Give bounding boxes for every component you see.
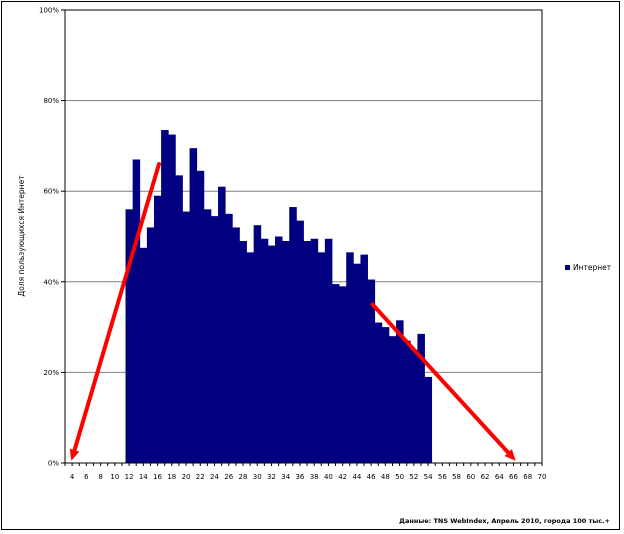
x-tick-label: 40: [324, 473, 333, 481]
arrow-head: [69, 448, 80, 461]
bar: [189, 148, 198, 464]
bar: [203, 209, 212, 463]
arrow-shaft: [370, 302, 511, 455]
x-tick-label: 32: [267, 473, 276, 481]
x-tick-label: 4: [70, 473, 75, 481]
bar: [381, 327, 390, 463]
x-tick-label: 16: [153, 473, 162, 481]
x-tick-label: 48: [381, 473, 390, 481]
x-tick-label: 8: [98, 473, 102, 481]
bar: [210, 216, 219, 463]
bar: [139, 247, 148, 463]
bar: [374, 322, 383, 463]
x-tick-label: 42: [338, 473, 347, 481]
arrow-shaft: [72, 162, 161, 453]
x-tick-label: 52: [409, 473, 418, 481]
bar: [339, 286, 347, 463]
bar: [239, 241, 247, 463]
bar: [225, 213, 233, 463]
bar: [175, 175, 183, 463]
y-tick-label: 20%: [43, 369, 59, 377]
x-tick-label: 58: [452, 473, 461, 481]
bar: [218, 186, 226, 464]
bar: [196, 170, 205, 463]
x-tick-label: 60: [466, 473, 475, 481]
bar: [331, 284, 340, 463]
x-tick-label: 38: [310, 473, 319, 481]
x-tick-label: 50: [395, 473, 404, 481]
x-tick-label: 56: [438, 473, 447, 481]
x-tick-label: 68: [523, 473, 532, 481]
bar: [360, 254, 368, 463]
bar: [253, 225, 262, 463]
bar: [161, 130, 169, 464]
x-tick-label: 46: [367, 473, 376, 481]
bar: [132, 159, 141, 464]
bar: [410, 349, 418, 463]
y-axis-label: Доля пользующихся Интернет: [17, 175, 26, 297]
bar: [168, 134, 176, 463]
bar: [260, 238, 269, 463]
x-tick-label: 12: [125, 473, 134, 481]
axes: [64, 10, 542, 464]
bar: [267, 245, 276, 463]
bar: [232, 227, 240, 463]
y-tick-label: 60%: [43, 188, 59, 196]
bar: [388, 336, 397, 463]
bar: [417, 333, 425, 463]
x-tick-label: 24: [210, 473, 219, 481]
legend-label: Интернет: [573, 263, 612, 272]
x-tick-label: 30: [253, 473, 262, 481]
bar: [367, 279, 376, 463]
bar: [403, 340, 411, 463]
bar: [424, 376, 433, 463]
bar: [396, 320, 404, 463]
x-tick-label: 20: [182, 473, 191, 481]
y-tick-label: 100%: [39, 7, 59, 15]
x-tick-label: 54: [424, 473, 433, 481]
x-tick-label: 66: [509, 473, 518, 481]
x-tick-label: 18: [167, 473, 176, 481]
x-tick-label: 70: [538, 473, 547, 481]
bar: [310, 238, 319, 463]
bar: [303, 241, 312, 463]
x-tick-labels: 4 6 8 10 12 14 16 18 20 22 24 26 28 30 32 34 36 38 40 42 44 4…: [64, 463, 547, 481]
legend: Интернет: [565, 263, 611, 272]
legend-swatch: [565, 265, 570, 270]
x-tick-label: 6: [84, 473, 89, 481]
x-tick-label: 62: [481, 473, 490, 481]
bar: [275, 236, 283, 463]
bar: [125, 209, 134, 463]
bar: [146, 227, 155, 463]
x-tick-label: 64: [495, 473, 504, 481]
x-tick-label: 28: [239, 473, 248, 481]
bar: [324, 238, 333, 463]
x-tick-label: 26: [224, 473, 233, 481]
source-note: Данные: TNS WebIndex, Апрель 2010, город…: [399, 517, 610, 525]
bar: [353, 263, 361, 463]
bar: [317, 252, 326, 463]
bar: [346, 252, 354, 463]
bar: [289, 207, 297, 463]
bar: [246, 252, 255, 463]
x-tick-label: 44: [352, 473, 361, 481]
annotation-arrows: [69, 162, 516, 461]
bar: [153, 195, 162, 464]
x-tick-label: 36: [295, 473, 304, 481]
arrow-head: [504, 449, 516, 461]
y-tick-labels: 0% 20% 40% 60% 80% 100%: [39, 7, 65, 468]
x-tick-label: 22: [196, 473, 205, 481]
y-tick-label: 40%: [43, 278, 59, 286]
y-tick-label: 0%: [48, 460, 59, 468]
bars: [125, 130, 433, 464]
bar: [296, 220, 304, 463]
x-tick-label: 34: [281, 473, 290, 481]
x-tick-label: 10: [110, 473, 119, 481]
bar: [182, 211, 190, 463]
y-tick-label: 80%: [43, 97, 59, 105]
bar: [282, 241, 290, 463]
x-tick-label: 14: [139, 473, 148, 481]
